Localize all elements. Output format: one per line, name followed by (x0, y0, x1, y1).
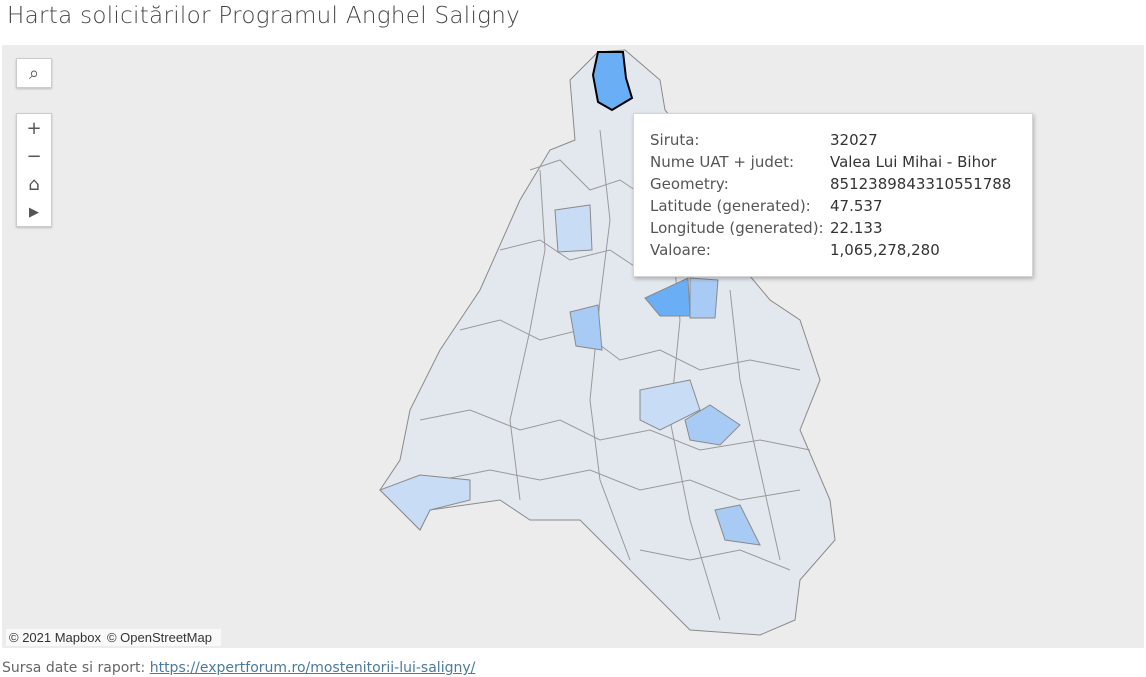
pan-button[interactable]: ▶ (29, 204, 39, 220)
border (439, 469, 801, 501)
tooltip-label: Latitude (generated): (650, 197, 811, 215)
source-link[interactable]: https://expertforum.ro/mostenitorii-lui-… (149, 660, 476, 676)
tooltip-value: 8512389843310551788 (830, 175, 1012, 193)
tooltip-value: 1,065,278,280 (830, 241, 940, 259)
uat[interactable] (689, 277, 719, 319)
attribution-text[interactable]: © OpenStreetMap (106, 630, 212, 645)
border (459, 319, 801, 371)
uat-selected[interactable] (591, 51, 634, 112)
tooltip-row: Valoare: 1,065,278,280 (650, 241, 940, 259)
tooltip-label: Valoare: (650, 241, 711, 259)
zoom-out-button[interactable]: − (26, 145, 42, 167)
zoom-controls: + − ⌂ ▶ (16, 113, 52, 227)
search-button[interactable]: ⌕ (28, 62, 40, 84)
border (509, 169, 546, 501)
tooltip-row: Nume UAT + judet: Valea Lui Mihai - Bihor (650, 153, 996, 171)
zoom-in-button[interactable]: + (26, 117, 42, 139)
tooltip-label: Nume UAT + judet: (650, 153, 795, 171)
uat[interactable] (379, 474, 471, 531)
border (639, 549, 791, 571)
uat[interactable] (639, 379, 701, 431)
tooltip-value: 22.133 (830, 219, 883, 237)
tooltip-row: Latitude (generated): 47.537 (650, 197, 883, 215)
tooltip-label: Siruta: (650, 131, 700, 149)
tooltip-value: 32027 (830, 131, 878, 149)
border (419, 409, 811, 451)
border (729, 289, 781, 561)
tooltip-label: Longitude (generated): (650, 219, 824, 237)
uat[interactable] (714, 504, 761, 546)
source-label: Sursa date si raport: (2, 660, 146, 676)
tooltip-row: Geometry: 8512389843310551788 (650, 175, 1011, 193)
tooltip-value: 47.537 (830, 197, 883, 215)
attribution: © 2021 Mapbox © OpenStreetMap (6, 629, 221, 646)
footer: Sursa date si raport: https://expertforu… (2, 660, 475, 676)
border (529, 159, 651, 201)
uat[interactable] (554, 204, 593, 253)
border (499, 239, 641, 271)
uat[interactable] (684, 404, 741, 446)
search-control: ⌕ (16, 58, 52, 88)
tooltip-row: Longitude (generated): 22.133 (650, 219, 883, 237)
uat[interactable] (569, 304, 603, 351)
tooltip-value: Valea Lui Mihai - Bihor (830, 153, 997, 171)
border (589, 129, 631, 561)
title: Harta solicitărilor Programul Anghel Sal… (7, 3, 521, 29)
tooltip-row: Siruta: 32027 (650, 131, 878, 149)
tooltip: Siruta: 32027 Nume UAT + judet: Valea Lui M… (633, 113, 1033, 277)
attribution-text[interactable]: © 2021 Mapbox (9, 630, 101, 645)
home-button[interactable]: ⌂ (28, 173, 40, 195)
tooltip-label: Geometry: (650, 175, 729, 193)
